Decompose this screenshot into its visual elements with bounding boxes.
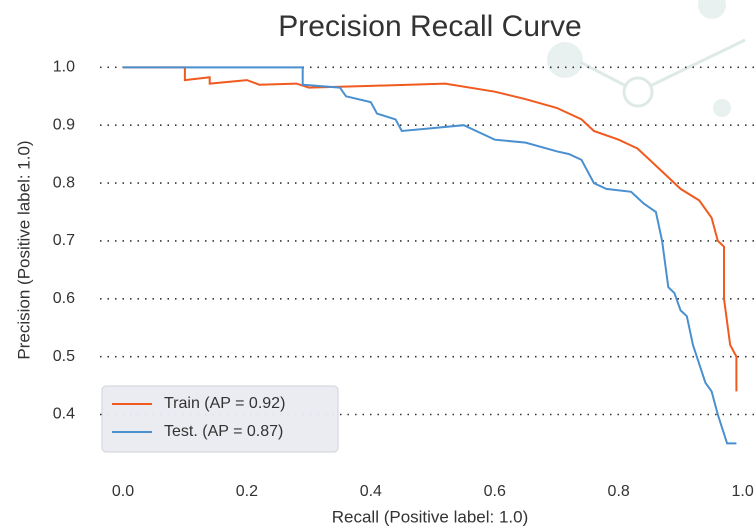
x-tick-label: 0.6 (484, 483, 506, 500)
y-tick-label: 0.4 (53, 406, 75, 423)
x-tick-label: 0.2 (236, 483, 258, 500)
legend-label: Test. (AP = 0.87) (164, 423, 283, 440)
decoration (547, 0, 746, 117)
x-tick-label: 0.4 (360, 483, 382, 500)
y-axis-label: Precision (Positive label: 1.0) (14, 140, 33, 359)
y-tick-label: 0.5 (53, 348, 75, 365)
y-tick-label: 0.9 (53, 116, 75, 133)
x-tick-label: 0.8 (608, 483, 630, 500)
legend: Train (AP = 0.92) Test. (AP = 0.87) (101, 385, 339, 453)
y-tick-label: 1.0 (53, 59, 75, 76)
line (123, 66, 738, 392)
y-tick-label: 0.7 (53, 232, 75, 249)
chart-title: Precision Recall Curve (278, 10, 581, 43)
y-tick-label: 0.6 (53, 290, 75, 307)
line (123, 66, 737, 445)
y-tick-label: 0.8 (53, 174, 75, 191)
x-axis-label: Recall (Positive label: 1.0) (332, 507, 529, 526)
x-tick-label: 1.0 (731, 483, 753, 500)
x-tick-label: 0.0 (112, 483, 134, 500)
legend-box (101, 385, 339, 453)
legend-label: Train (AP = 0.92) (164, 395, 285, 412)
